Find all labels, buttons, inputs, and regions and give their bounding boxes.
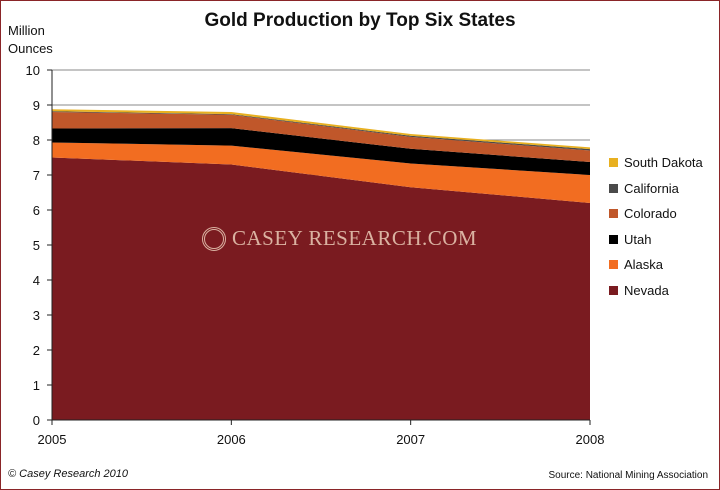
copyright-note: © Casey Research 2010 — [8, 468, 129, 480]
y-tick-label-10: 10 — [26, 63, 40, 78]
legend: South Dakota California Colorado Utah Alaska… — [609, 150, 703, 303]
legend-item-south-dakota: South Dakota — [609, 150, 703, 176]
area-south-dakota — [52, 109, 590, 150]
source-note: Source: National Mining Association — [548, 470, 708, 481]
y-tick-label-6: 6 — [33, 203, 40, 218]
y-tick-label-1: 1 — [33, 378, 40, 393]
legend-label-colorado: Colorado — [624, 206, 677, 222]
legend-label-utah: Utah — [624, 231, 652, 247]
legend-label-california: California — [624, 180, 679, 196]
y-tick-label-9: 9 — [33, 98, 40, 113]
y-tick-label-4: 4 — [33, 273, 40, 288]
legend-swatch-alaska — [609, 260, 618, 270]
legend-item-alaska: Alaska — [609, 252, 703, 278]
legend-label-alaska: Alaska — [624, 257, 664, 273]
area-colorado — [52, 112, 590, 163]
area-nevada — [52, 157, 590, 420]
y-axis-label-line-1: Million — [8, 23, 45, 38]
legend-swatch-colorado — [609, 209, 618, 219]
y-tick-label-7: 7 — [33, 168, 40, 183]
x-tick-label-2007: 2007 — [396, 432, 425, 447]
area-alaska — [52, 142, 590, 203]
legend-swatch-utah — [609, 234, 618, 244]
x-tick-label-2006: 2006 — [217, 432, 246, 447]
legend-item-california: California — [609, 176, 703, 202]
x-tick-label-2008: 2008 — [576, 432, 605, 447]
y-tick-label-8: 8 — [33, 133, 40, 148]
legend-swatch-california — [609, 183, 618, 193]
legend-item-utah: Utah — [609, 227, 703, 253]
legend-label-nevada: Nevada — [624, 282, 669, 298]
legend-item-colorado: Colorado — [609, 201, 703, 227]
casey-logo-icon — [202, 226, 226, 251]
y-tick-label-0: 0 — [33, 413, 40, 428]
legend-item-nevada: Nevada — [609, 278, 703, 304]
y-tick-label-2: 2 — [33, 343, 40, 358]
x-tick-label-2005: 2005 — [38, 432, 67, 447]
watermark-text: CASEY RESEARCH.COM — [232, 226, 478, 250]
y-tick-label-5: 5 — [33, 238, 40, 253]
y-axis-label-line-2: Ounces — [8, 41, 53, 56]
y-tick-label-3: 3 — [33, 308, 40, 323]
area-utah — [52, 128, 590, 175]
legend-swatch-south-dakota — [609, 158, 618, 168]
chart-title: Gold Production by Top Six States — [204, 10, 516, 31]
y-axis-label: Million Ounces — [8, 22, 53, 58]
watermark: CASEY RESEARCH.COM — [202, 226, 477, 251]
legend-label-south-dakota: South Dakota — [624, 155, 703, 171]
legend-swatch-nevada — [609, 285, 618, 295]
